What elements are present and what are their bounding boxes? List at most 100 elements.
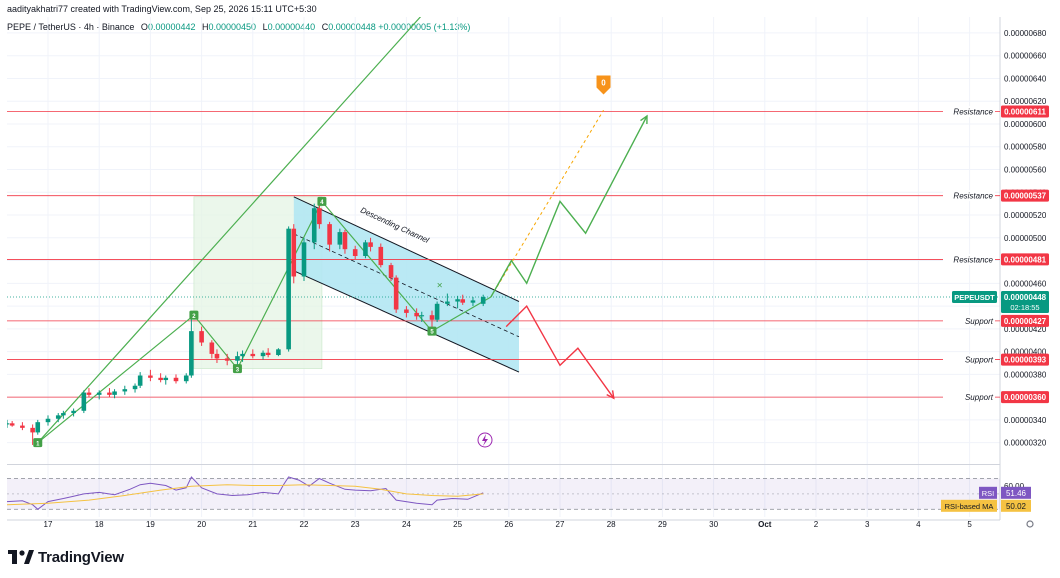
price-tick-label: 0.00000420 (1004, 325, 1047, 334)
low-label: L (262, 22, 268, 32)
bullish-arrow-head (640, 114, 648, 125)
candle (363, 242, 368, 257)
candle (86, 392, 92, 395)
candle (276, 349, 281, 356)
level-label: Resistance (953, 255, 993, 264)
rsi-name: RSI (982, 489, 995, 498)
candle (265, 352, 271, 356)
price-tick-label: 0.00000680 (1004, 29, 1047, 38)
rsi-ma-name: RSI-based MA (945, 502, 994, 511)
level-price-badge-label: 0.00000360 (1004, 393, 1047, 402)
candle (137, 375, 143, 386)
pivot-marker-label: 2 (192, 314, 196, 320)
time-tick-label: 17 (44, 520, 53, 529)
candle (352, 249, 358, 257)
price-tick-label: 0.00000560 (1004, 166, 1047, 175)
level-price-badge-label: 0.00000537 (1004, 192, 1047, 201)
candle (122, 389, 128, 392)
candle (183, 375, 189, 382)
change-value: +0.00000005 (+1.13%) (378, 22, 471, 32)
symbol-title[interactable]: PEPE / TetherUS · 4h · Binance (7, 22, 135, 32)
symbol-ohlc-line: PEPE / TetherUS · 4h · Binance O0.000004… (7, 22, 470, 32)
target-marker-label: 0 (601, 79, 606, 88)
candle (96, 392, 102, 395)
bearish-arrow-head (606, 390, 615, 400)
rsi-ma-line (6, 484, 484, 506)
candle (71, 410, 76, 414)
candle (480, 296, 486, 304)
candle (189, 331, 194, 376)
time-tick-label: 27 (556, 520, 565, 529)
level-label-bg (943, 354, 995, 366)
time-tick-label: 19 (146, 520, 155, 529)
candle (445, 301, 450, 304)
close-value: 0.00000448 (328, 22, 376, 32)
candle (470, 300, 476, 303)
candle (20, 425, 25, 428)
pivot-marker (427, 326, 437, 336)
candle (388, 265, 394, 278)
rsi-ma-name-badge (941, 499, 997, 512)
candle (158, 377, 163, 381)
open-value: 0.00000442 (147, 22, 196, 32)
candle (45, 418, 51, 423)
time-tick-label: 5 (967, 520, 972, 529)
rsi-pane (6, 476, 1000, 510)
price-tick-label: 0.00000520 (1004, 211, 1047, 220)
level-price-badge (1001, 391, 1049, 404)
price-tick-label: 0.00000380 (1004, 370, 1047, 379)
pivot-marker (232, 364, 242, 374)
candle (148, 375, 153, 378)
high-label: H (202, 22, 209, 32)
time-tick-label: 24 (402, 520, 411, 529)
candle (61, 413, 66, 416)
candle (260, 352, 266, 357)
lightning-icon (477, 432, 493, 448)
candle (132, 385, 138, 390)
candle (214, 353, 220, 359)
candle (240, 353, 245, 357)
ascending-trendline (37, 17, 422, 444)
candle (173, 377, 179, 382)
candle (337, 232, 343, 245)
candle (342, 232, 348, 250)
current-price-label: 0.00000448 (1004, 293, 1047, 302)
price-tick-label: 0.00000500 (1004, 234, 1047, 243)
level-label: Support (965, 393, 994, 402)
level-price-badge (1001, 353, 1049, 366)
gear-icon (1026, 520, 1034, 528)
price-chart[interactable]: Descending Channel12345×0ResistanceResis… (0, 0, 1060, 540)
price-tick-label: 0.00000600 (1004, 120, 1047, 129)
rsi-line (6, 476, 484, 510)
time-tick-label: Oct (758, 520, 772, 529)
level-label: Support (965, 317, 994, 326)
time-tick-label: 28 (607, 520, 616, 529)
time-tick-label: 22 (300, 520, 309, 529)
time-tick-label: 25 (453, 520, 462, 529)
rsi-value: 51.46 (1006, 489, 1027, 498)
brand-logo[interactable]: TradingView (8, 547, 124, 567)
time-tick-label: 21 (248, 520, 257, 529)
candle (327, 224, 332, 245)
price-tick-label: 0.00000460 (1004, 279, 1047, 288)
pivot-marker-label: 5 (430, 330, 434, 336)
target-marker (596, 75, 611, 95)
time-tick-label: 26 (504, 520, 513, 529)
candle (301, 242, 307, 277)
lightning-bolt (482, 434, 488, 446)
channel-lower-line (293, 270, 520, 373)
price-tick-label: 0.00000400 (1004, 348, 1047, 357)
pivot-marker-label: 1 (36, 441, 40, 447)
candle (414, 312, 419, 317)
price-tick-label: 0.00000580 (1004, 143, 1047, 152)
symbol-badge (952, 290, 997, 303)
level-price-badge (1001, 105, 1049, 118)
close-label: C (321, 22, 329, 32)
rsi-value-badge (1001, 486, 1031, 499)
time-tick-label: 29 (658, 520, 667, 529)
brand-name: TradingView (38, 548, 124, 566)
level-price-badge (1001, 253, 1049, 266)
x-mark: × (437, 281, 443, 292)
candle (209, 342, 215, 354)
candle (81, 392, 87, 411)
